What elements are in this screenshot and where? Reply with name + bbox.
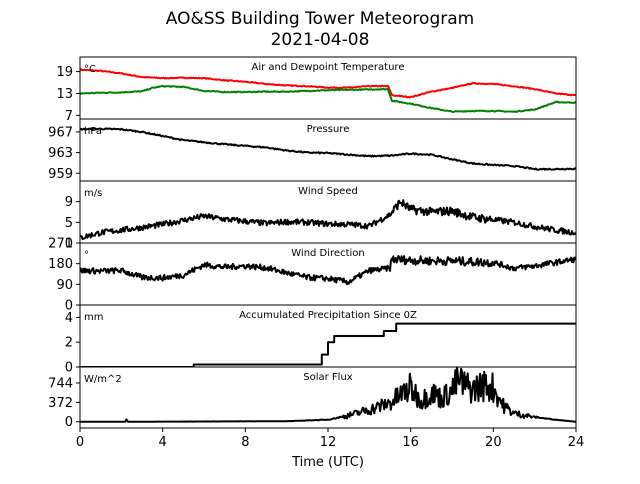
panel-title: Pressure (307, 124, 350, 135)
series-line-1 (80, 68, 576, 99)
series-line-2 (80, 84, 576, 114)
x-tick-label: 8 (241, 435, 249, 450)
x-tick-label: 12 (320, 435, 337, 450)
panel-2: 967 963 959 hPa Pressure (48, 118, 577, 182)
figure-subtitle: 2021-04-08 (271, 30, 370, 50)
x-tick-label: 20 (485, 435, 502, 450)
y-tick-label: 2 (65, 336, 73, 351)
y-tick-label: 372 (48, 396, 73, 411)
panel-1: 19 13 7 °C Air and Dewpoint Temperature (56, 56, 577, 124)
panel-unit: ° (84, 250, 89, 261)
panel-4: 270 180 90 0 ° Wind Direction (48, 237, 577, 314)
y-tick-label: 180 (48, 257, 73, 272)
y-tick-label: 959 (48, 167, 73, 182)
series-line-1 (80, 127, 576, 171)
x-tick-label: 0 (76, 435, 84, 450)
y-tick-label: 90 (56, 278, 73, 293)
panel-title: Solar Flux (303, 372, 353, 383)
y-tick-label: 967 (48, 125, 73, 140)
y-tick-label: 744 (48, 376, 73, 391)
y-tick-label: 19 (56, 65, 73, 80)
y-tick-label: 13 (56, 87, 73, 102)
panel-title: Air and Dewpoint Temperature (252, 62, 405, 73)
y-tick-label: 7 (65, 109, 73, 124)
series-line-1 (80, 255, 576, 286)
panel-unit: °C (84, 64, 96, 75)
x-tick-label: 4 (159, 435, 167, 450)
panel-unit: W/m^2 (84, 374, 122, 385)
y-tick-label: 270 (48, 237, 73, 252)
y-tick-label: 1 (65, 237, 73, 252)
panel-6: 744 372 0 W/m^2 Solar Flux (48, 366, 577, 430)
series-line-1 (80, 199, 576, 241)
panel-title: Wind Direction (291, 248, 365, 259)
series-line-1 (80, 367, 576, 423)
y-tick-label: 5 (65, 216, 73, 231)
figure-title: AO&SS Building Tower Meteorogram (166, 9, 474, 29)
y-tick-label: 4 (65, 311, 73, 326)
panel-title: Accumulated Precipitation Since 0Z (239, 310, 417, 321)
y-tick-label: 0 (65, 415, 73, 430)
panel-unit: hPa (84, 126, 102, 137)
panel-3: 9 5 1 m/s Wind Speed (65, 180, 577, 252)
series-line-1 (80, 322, 576, 367)
panel-unit: m/s (84, 188, 102, 199)
y-tick-label: 9 (65, 195, 73, 210)
x-tick-label: 16 (402, 435, 419, 450)
panel-unit: mm (84, 312, 103, 323)
y-tick-label: 0 (65, 361, 73, 376)
x-axis-label: Time (UTC) (291, 455, 364, 470)
y-tick-label: 0 (65, 299, 73, 314)
panel-title: Wind Speed (298, 186, 358, 197)
x-tick-label: 24 (568, 435, 585, 450)
panel-5: 4 2 0 mm Accumulated Precipitation Since 0Z (65, 304, 577, 376)
y-tick-label: 963 (48, 146, 73, 161)
